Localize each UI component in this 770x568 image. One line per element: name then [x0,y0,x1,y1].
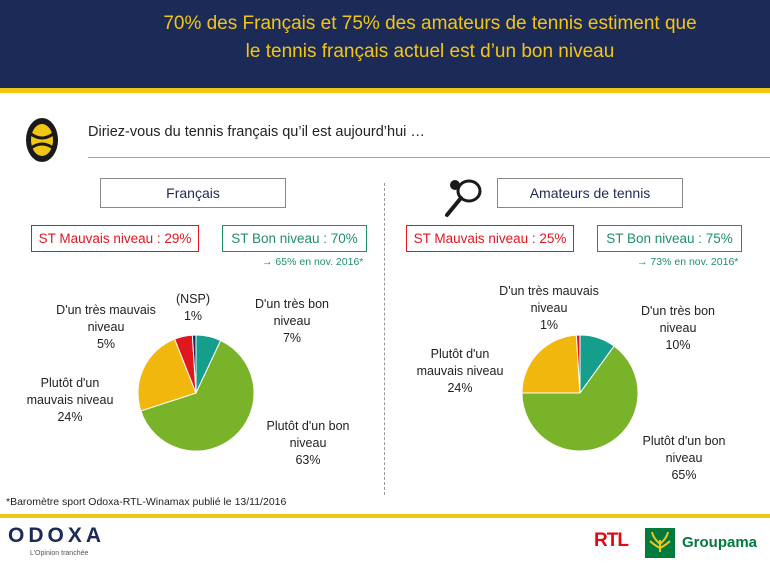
summary-bad-francais: ST Mauvais niveau : 29% [31,225,199,252]
group-title-francais: Français [100,178,286,208]
trend-note-amateurs: → 73% en nov. 2016* [637,256,739,268]
label-tres-bon-amateurs: D'un très bon niveau 10% [641,304,715,352]
tennis-ball-icon [26,118,58,162]
title-line-2: le tennis français actuel est d’un bon n… [245,41,615,62]
question-underline [88,157,770,158]
pie-slice-1-2 [521,334,581,394]
page-title: 70% des Français et 75% des amateurs de … [100,10,760,66]
header-banner: 70% des Français et 75% des amateurs de … [0,0,770,88]
pie-chart-francais [137,334,255,452]
section-divider [384,183,385,495]
odoxa-logo: ODOXA [8,524,106,547]
groupama-logo: Groupama [682,534,758,551]
label-bon-amateurs: Plutôt d'un bon niveau 65% [642,434,726,482]
footer-stripe [0,514,770,518]
pie-chart-amateurs [521,334,639,452]
group-title-amateurs: Amateurs de tennis [497,178,683,208]
rtl-logo: RTL [594,530,629,551]
pie-slice-1-3 [575,334,581,394]
label-mauvais-amateurs: Plutôt d'un mauvais niveau 24% [416,347,504,395]
groupama-leaf-icon [645,528,675,558]
trend-note-francais: → 65% en nov. 2016* [262,256,364,268]
label-tres-mauvais-amateurs: D'un très mauvais niveau 1% [499,284,599,332]
label-mauvais-francais: Plutôt d'un mauvais niveau 24% [26,376,114,424]
pie-slice-0-1 [140,339,255,452]
tennis-racket-icon [445,179,482,217]
label-tres-bon-francais: D'un très bon niveau 7% [255,297,329,345]
summary-good-amateurs: ST Bon niveau : 75% [597,225,742,252]
summary-bad-amateurs: ST Mauvais niveau : 25% [406,225,574,252]
label-nsp-francais: (NSP) 1% [175,292,211,323]
pie-slice-0-4 [191,334,197,394]
header-stripe [0,88,770,93]
footnote: *Baromètre sport Odoxa-RTL-Winamax publi… [6,496,287,508]
survey-question: Diriez-vous du tennis français qu’il est… [88,124,425,140]
odoxa-tagline: L’Opinion tranchée [30,550,89,557]
label-bon-francais: Plutôt d'un bon niveau 63% [266,419,350,467]
label-tres-mauvais-francais: D'un très mauvais niveau 5% [56,303,156,351]
summary-good-francais: ST Bon niveau : 70% [222,225,367,252]
title-line-1: 70% des Français et 75% des amateurs de … [163,13,697,34]
pie-slice-1-1 [521,345,639,452]
